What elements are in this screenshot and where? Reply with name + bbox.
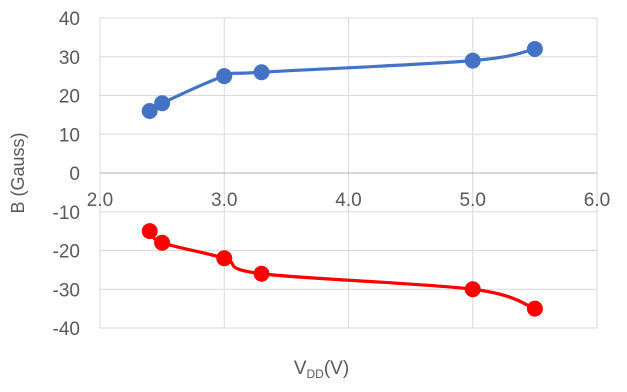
data-point bbox=[216, 250, 233, 267]
data-point bbox=[154, 95, 171, 112]
y-tick-label: -10 bbox=[53, 203, 80, 224]
x-tick-label: 3.0 bbox=[211, 190, 237, 211]
x-axis-title: VDD(V) bbox=[294, 358, 349, 381]
data-point bbox=[464, 281, 481, 298]
data-point bbox=[526, 41, 543, 57]
data-point bbox=[253, 64, 270, 81]
y-axis-title: B (Gauss) bbox=[8, 132, 28, 213]
y-tick-label: 40 bbox=[59, 9, 80, 30]
x-tick-label: 4.0 bbox=[335, 190, 361, 211]
y-tick-label: 30 bbox=[59, 48, 80, 69]
x-axis-title-subscript: DD bbox=[307, 367, 325, 381]
data-point bbox=[526, 300, 543, 317]
data-point bbox=[141, 103, 158, 119]
y-tick-label: 10 bbox=[59, 125, 80, 146]
x-tick-labels: 2.0 3.0 4.0 5.0 6.0 bbox=[87, 190, 610, 211]
y-tick-label: -40 bbox=[53, 319, 80, 340]
x-axis-title-tail: (V) bbox=[324, 358, 349, 379]
data-point bbox=[216, 68, 233, 85]
y-tick-label: -20 bbox=[53, 242, 80, 263]
x-tick-label: 6.0 bbox=[584, 190, 610, 211]
data-series bbox=[141, 41, 543, 317]
series-2 bbox=[141, 223, 543, 317]
y-tick-label: 0 bbox=[69, 164, 80, 185]
data-point bbox=[141, 223, 158, 240]
data-point bbox=[154, 234, 171, 251]
data-point bbox=[253, 265, 270, 282]
y-tick-labels: 40 30 20 10 0 -10 -20 -30 -40 bbox=[53, 9, 80, 340]
x-axis-title-main: V bbox=[294, 358, 307, 379]
data-point bbox=[464, 52, 481, 69]
x-tick-label: 5.0 bbox=[460, 190, 486, 211]
y-tick-label: -30 bbox=[53, 280, 80, 301]
x-tick-label: 2.0 bbox=[87, 190, 113, 211]
y-tick-label: 20 bbox=[59, 87, 80, 108]
series-line bbox=[148, 229, 537, 311]
series-1 bbox=[141, 41, 543, 119]
